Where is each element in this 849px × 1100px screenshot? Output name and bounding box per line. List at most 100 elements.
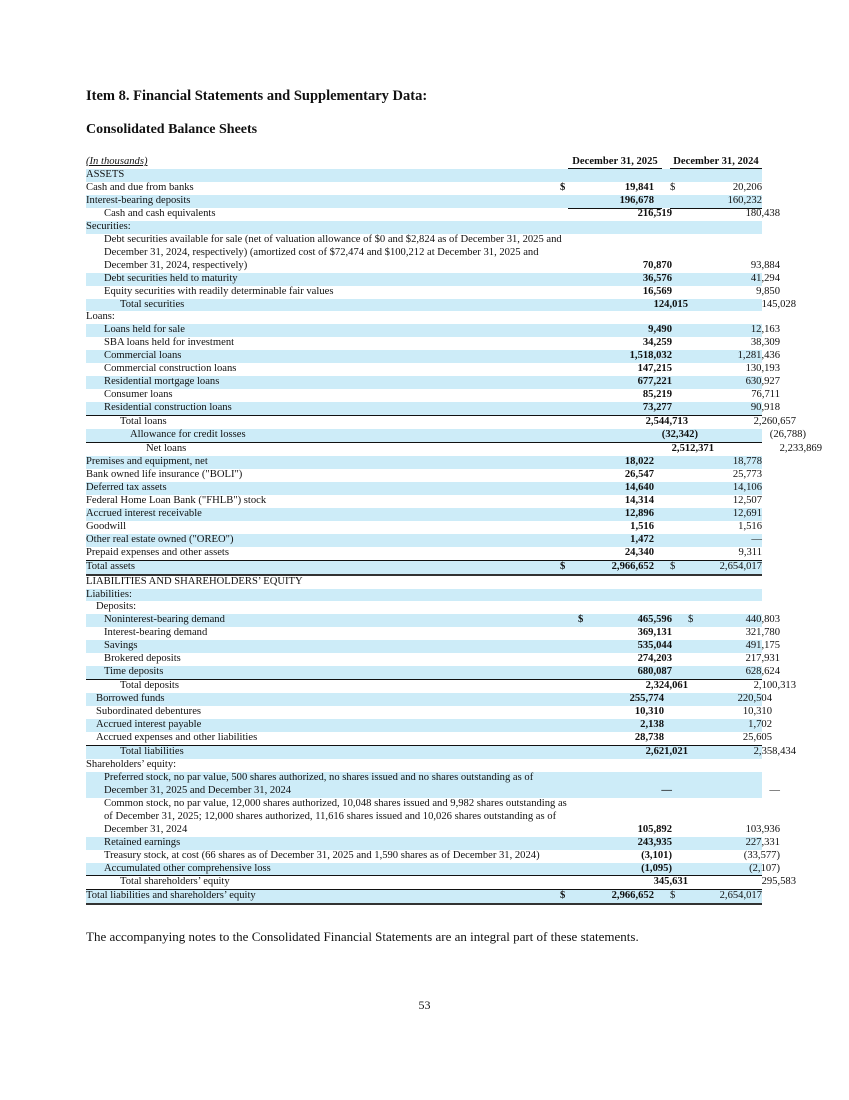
row-label: Accrued interest payable bbox=[96, 719, 202, 731]
currency-symbol-2024 bbox=[670, 195, 686, 208]
spacer bbox=[654, 482, 670, 495]
value-2024: 1,702 bbox=[748, 719, 772, 731]
currency-symbol-2025 bbox=[594, 416, 614, 429]
currency-symbol-2024 bbox=[670, 495, 686, 508]
row-label: Federal Home Loan Bank ("FHLB") stock bbox=[86, 494, 267, 506]
row-label: Cash and cash equivalents bbox=[104, 207, 216, 219]
value-2025: 34,259 bbox=[642, 337, 672, 349]
value-2024: 25,605 bbox=[742, 731, 772, 743]
row-label: Cash and due from banks bbox=[86, 181, 194, 193]
table-row: SBA loans held for investment 34,259 38,30… bbox=[86, 337, 780, 350]
currency-symbol-2025 bbox=[578, 208, 598, 221]
currency-symbol-2025 bbox=[560, 547, 580, 560]
row-label: Accrued expenses and other liabilities bbox=[96, 731, 258, 743]
value-2025: 16,569 bbox=[642, 285, 672, 297]
currency-symbol-2024: $ bbox=[670, 181, 676, 193]
table-row: Federal Home Loan Bank ("FHLB") stock 14,… bbox=[86, 495, 762, 508]
spacer bbox=[698, 429, 714, 442]
currency-symbol-2024 bbox=[688, 785, 704, 798]
currency-symbol-2024 bbox=[670, 482, 686, 495]
value-2024: 20,206 bbox=[732, 181, 762, 193]
row-label: Allowance for credit losses bbox=[130, 429, 246, 441]
value-2025: 14,640 bbox=[624, 481, 654, 493]
currency-symbol-2024: $ bbox=[670, 560, 676, 572]
value-2025: 36,576 bbox=[642, 272, 672, 284]
row-label: Premises and equipment, net bbox=[86, 455, 208, 467]
row-label: Deferred tax assets bbox=[86, 481, 167, 493]
table-row: Prepaid expenses and other assets 24,340 9… bbox=[86, 547, 762, 561]
currency-symbol-2025 bbox=[560, 195, 580, 208]
table-row: Securities: bbox=[86, 220, 762, 234]
currency-symbol-2025 bbox=[560, 534, 580, 547]
row-label: Brokered deposits bbox=[104, 653, 181, 665]
currency-symbol-2025: $ bbox=[578, 614, 584, 626]
currency-symbol-2025 bbox=[578, 863, 598, 876]
row-label: SBA loans held for investment bbox=[104, 337, 235, 349]
row-label: Residential construction loans bbox=[104, 402, 232, 414]
currency-symbol-2025 bbox=[578, 260, 598, 273]
value-2024: 2,260,657 bbox=[753, 416, 796, 428]
value-2025: (3,101) bbox=[641, 849, 672, 861]
currency-symbol-2024 bbox=[680, 693, 696, 706]
spacer bbox=[664, 732, 680, 745]
spacer bbox=[688, 299, 704, 312]
table-row: Interest-bearing deposits 196,678 160,232 bbox=[86, 194, 762, 209]
currency-symbol-2025 bbox=[578, 350, 598, 363]
table-row: Loans held for sale 9,490 12,163 bbox=[86, 324, 780, 338]
row-label: Treasury stock, at cost (66 shares as of… bbox=[104, 849, 540, 861]
table-row: Savings 535,044 491,175 bbox=[86, 640, 780, 654]
table-row: Cash and due from banks $19,841 $20,206 bbox=[86, 182, 762, 195]
currency-symbol-2025 bbox=[578, 286, 598, 299]
value-2024: 12,507 bbox=[732, 494, 762, 506]
value-2025: 105,892 bbox=[637, 823, 672, 835]
currency-symbol-2025: $ bbox=[560, 560, 566, 572]
currency-symbol-2025: $ bbox=[560, 181, 566, 193]
table-row: Brokered deposits 274,203 217,931 bbox=[86, 653, 780, 666]
currency-symbol-2025 bbox=[578, 824, 598, 837]
value-2025: 216,519 bbox=[637, 207, 672, 219]
row-label: Total liabilities bbox=[120, 745, 184, 757]
value-2025: (1,095) bbox=[641, 862, 672, 874]
table-row: Other real estate owned ("OREO") 1,472 — bbox=[86, 533, 762, 547]
currency-symbol-2024: $ bbox=[670, 890, 676, 902]
currency-symbol-2025 bbox=[594, 299, 614, 312]
table-row: Loans: bbox=[86, 311, 762, 324]
value-2024: 9,311 bbox=[738, 546, 762, 558]
value-2025: 274,203 bbox=[637, 653, 672, 665]
table-row: Total deposits 2,324,061 2,100,313 bbox=[86, 680, 796, 693]
value-2024: 103,936 bbox=[745, 823, 780, 835]
value-2025: 124,015 bbox=[653, 298, 688, 310]
value-2024: 217,931 bbox=[745, 653, 780, 665]
value-2025: 85,219 bbox=[642, 389, 672, 401]
currency-symbol-2024 bbox=[670, 521, 686, 534]
spacer bbox=[654, 561, 670, 574]
value-2024: 2,233,869 bbox=[779, 443, 822, 455]
spacer bbox=[654, 495, 670, 508]
value-2025: 535,044 bbox=[637, 640, 672, 652]
value-2024: 12,691 bbox=[732, 507, 762, 519]
spacer bbox=[654, 195, 670, 208]
spacer bbox=[672, 273, 688, 286]
spacer bbox=[672, 837, 688, 850]
currency-symbol-2024 bbox=[688, 324, 704, 337]
value-2024: (26,788) bbox=[769, 429, 806, 441]
value-2025: 369,131 bbox=[637, 627, 672, 639]
currency-symbol-2025 bbox=[578, 324, 598, 337]
row-label: Total securities bbox=[120, 298, 185, 310]
spacer bbox=[672, 363, 688, 376]
spacer bbox=[688, 876, 704, 889]
currency-symbol-2025 bbox=[570, 732, 590, 745]
currency-symbol-2024 bbox=[688, 837, 704, 850]
row-label: LIABILITIES AND SHAREHOLDERS’ EQUITY bbox=[86, 575, 303, 587]
value-2025: 2,966,652 bbox=[611, 560, 654, 572]
table-body: ASSETS Cash and due from banks $19,841 $20,… bbox=[86, 169, 822, 906]
value-2024: 227,331 bbox=[745, 836, 780, 848]
table-row: Net loans 2,512,371 2,233,869 bbox=[86, 443, 822, 456]
statement-title: Consolidated Balance Sheets bbox=[86, 122, 258, 137]
currency-symbol-2024 bbox=[704, 876, 720, 889]
currency-symbol-2025 bbox=[578, 389, 598, 402]
table-row: Accrued interest receivable 12,896 12,691 bbox=[86, 507, 762, 521]
value-2024: 25,773 bbox=[732, 468, 762, 480]
table-row: Interest-bearing demand 369,131 321,780 bbox=[86, 627, 780, 640]
value-2025: 196,678 bbox=[619, 194, 654, 206]
